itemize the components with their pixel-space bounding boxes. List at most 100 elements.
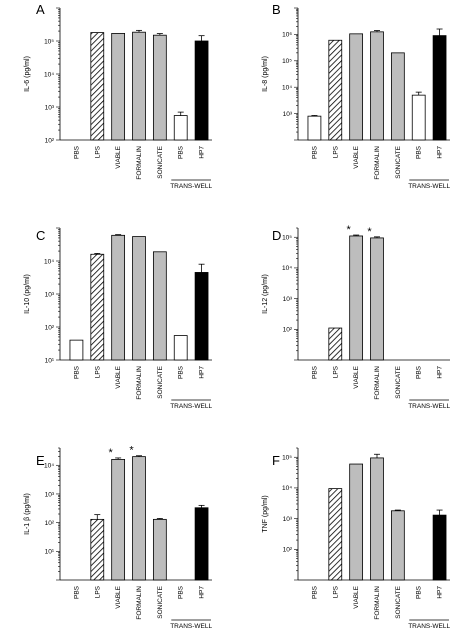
panel-letter: A bbox=[36, 2, 45, 17]
y-tick-label: 10³ bbox=[283, 111, 293, 118]
y-tick-label: 10³ bbox=[45, 491, 55, 498]
y-axis-label: IL-1 β (pg/ml) bbox=[24, 493, 31, 535]
bar-hp7 bbox=[432, 35, 447, 141]
y-tick-label: 10² bbox=[45, 520, 55, 527]
bar-formalin bbox=[132, 456, 146, 581]
x-category-label: HP7 bbox=[199, 366, 206, 379]
bar-sonicate bbox=[390, 510, 405, 581]
significance-star: * bbox=[347, 224, 352, 236]
bar-pbs bbox=[173, 115, 188, 141]
x-category-label: SONICATE bbox=[395, 365, 402, 398]
x-category-label: FORMALIN bbox=[136, 586, 143, 620]
y-tick-label: 10³ bbox=[283, 296, 293, 303]
x-category-label: VIABLE bbox=[115, 585, 122, 608]
x-category-label: LPS bbox=[332, 585, 339, 598]
x-category-label: SONICATE bbox=[157, 365, 164, 398]
x-category-label: VIABLE bbox=[353, 585, 360, 608]
x-category-label: PBS bbox=[178, 585, 185, 599]
y-tick-label: 10³ bbox=[283, 516, 293, 523]
significance-star: * bbox=[109, 447, 114, 459]
y-tick-label: 10⁴ bbox=[44, 258, 54, 265]
y-axis-label: IL-8 (pg/ml) bbox=[262, 56, 269, 92]
x-category-label: PBS bbox=[416, 145, 423, 159]
bar-formalin bbox=[370, 457, 384, 581]
x-category-label: PBS bbox=[73, 585, 80, 599]
y-tick-label: 10⁴ bbox=[44, 463, 54, 470]
bar-sonicate bbox=[152, 251, 167, 361]
group-label: TRANS-WELL bbox=[408, 623, 450, 630]
y-tick-label: 10⁴ bbox=[282, 265, 292, 272]
y-tick-label: 10⁴ bbox=[282, 485, 292, 492]
bar-lps bbox=[328, 39, 343, 141]
bar-sonicate bbox=[152, 518, 167, 581]
y-axis-label: TNF (pg/ml) bbox=[262, 495, 269, 532]
x-category-label: HP7 bbox=[437, 366, 444, 379]
y-tick-label: 10² bbox=[283, 327, 293, 334]
significance-star: * bbox=[367, 226, 372, 238]
bar-lps bbox=[90, 253, 105, 361]
x-category-label: HP7 bbox=[199, 146, 206, 159]
y-axis-label: IL-10 (pg/ml) bbox=[24, 274, 31, 314]
x-category-label: LPS bbox=[94, 145, 101, 158]
x-category-label: HP7 bbox=[437, 146, 444, 159]
bar-formalin bbox=[370, 31, 384, 141]
panel-e: E 10¹ 10² 10³ 10⁴ IL-1 β (pg/ml) PBS LPS * VIABLE… bbox=[24, 445, 212, 630]
bar-formalin bbox=[370, 237, 384, 361]
bar-pbs bbox=[173, 335, 188, 361]
y-axis-label: IL-12 (pg/ml) bbox=[262, 274, 269, 314]
y-tick-label: 10⁴ bbox=[282, 85, 292, 92]
group-label: TRANS-WELL bbox=[170, 623, 212, 630]
x-category-label: SONICATE bbox=[157, 145, 164, 178]
x-category-label: VIABLE bbox=[353, 145, 360, 168]
x-category-label: PBS bbox=[311, 365, 318, 379]
y-tick-label: 10⁴ bbox=[44, 71, 54, 78]
bar-hp7 bbox=[194, 272, 209, 361]
x-category-label: LPS bbox=[332, 365, 339, 378]
x-category-label: PBS bbox=[311, 585, 318, 599]
bar-viable bbox=[349, 33, 364, 141]
x-category-label: FORMALIN bbox=[136, 146, 143, 180]
y-tick-label: 10⁵ bbox=[282, 455, 292, 462]
panel-c: C 10¹ 10² 10³ 10⁴ IL-10 (pg/ml) PBS LPS VIABLE FO… bbox=[24, 227, 212, 410]
y-tick-label: 10⁵ bbox=[282, 235, 292, 242]
x-category-label: HP7 bbox=[437, 586, 444, 599]
y-tick-label: 10² bbox=[283, 547, 293, 554]
x-category-label: LPS bbox=[94, 365, 101, 378]
x-category-label: VIABLE bbox=[353, 365, 360, 388]
bar-pbs bbox=[307, 115, 322, 141]
panel-letter: F bbox=[272, 453, 280, 468]
y-tick-label: 10² bbox=[45, 324, 55, 331]
bar-viable bbox=[111, 234, 126, 361]
bar-viable bbox=[349, 463, 364, 581]
panel-b: B 10³ 10⁴ 10⁵ 10⁶ IL-8 (pg/ml) PBS LPS VIABLE FOR… bbox=[262, 2, 450, 190]
y-tick-label: 10⁵ bbox=[44, 38, 54, 45]
bar-hp7 bbox=[432, 514, 447, 581]
x-category-label: PBS bbox=[416, 365, 423, 379]
significance-star: * bbox=[129, 445, 134, 457]
bar-hp7 bbox=[194, 40, 209, 141]
bar-hp7 bbox=[194, 507, 209, 581]
x-category-label: FORMALIN bbox=[374, 146, 381, 180]
x-category-label: SONICATE bbox=[395, 585, 402, 618]
panel-f: F 10² 10³ 10⁴ 10⁵ TNF (pg/ml) PBS LPS VIABLE FORM… bbox=[262, 447, 450, 630]
y-tick-label: 10³ bbox=[45, 291, 55, 298]
x-category-label: HP7 bbox=[199, 586, 206, 599]
x-category-label: FORMALIN bbox=[374, 586, 381, 620]
panel-d: D 10² 10³ 10⁴ 10⁵ IL-12 (pg/ml) PBS LPS * VIABLE *… bbox=[262, 224, 450, 410]
x-category-label: FORMALIN bbox=[374, 366, 381, 400]
group-label: TRANS-WELL bbox=[408, 183, 450, 190]
bar-formalin bbox=[132, 236, 146, 361]
panel-letter: C bbox=[36, 228, 45, 243]
x-category-label: FORMALIN bbox=[136, 366, 143, 400]
bar-pbs bbox=[411, 94, 426, 141]
bar-lps bbox=[90, 518, 105, 581]
x-category-label: PBS bbox=[73, 365, 80, 379]
panel-letter: D bbox=[272, 228, 281, 243]
y-tick-label: 10⁵ bbox=[282, 58, 292, 65]
x-category-label: VIABLE bbox=[115, 365, 122, 388]
x-category-label: PBS bbox=[416, 585, 423, 599]
panel-letter: E bbox=[36, 453, 45, 468]
x-category-label: PBS bbox=[178, 145, 185, 159]
bar-lps bbox=[90, 32, 105, 141]
